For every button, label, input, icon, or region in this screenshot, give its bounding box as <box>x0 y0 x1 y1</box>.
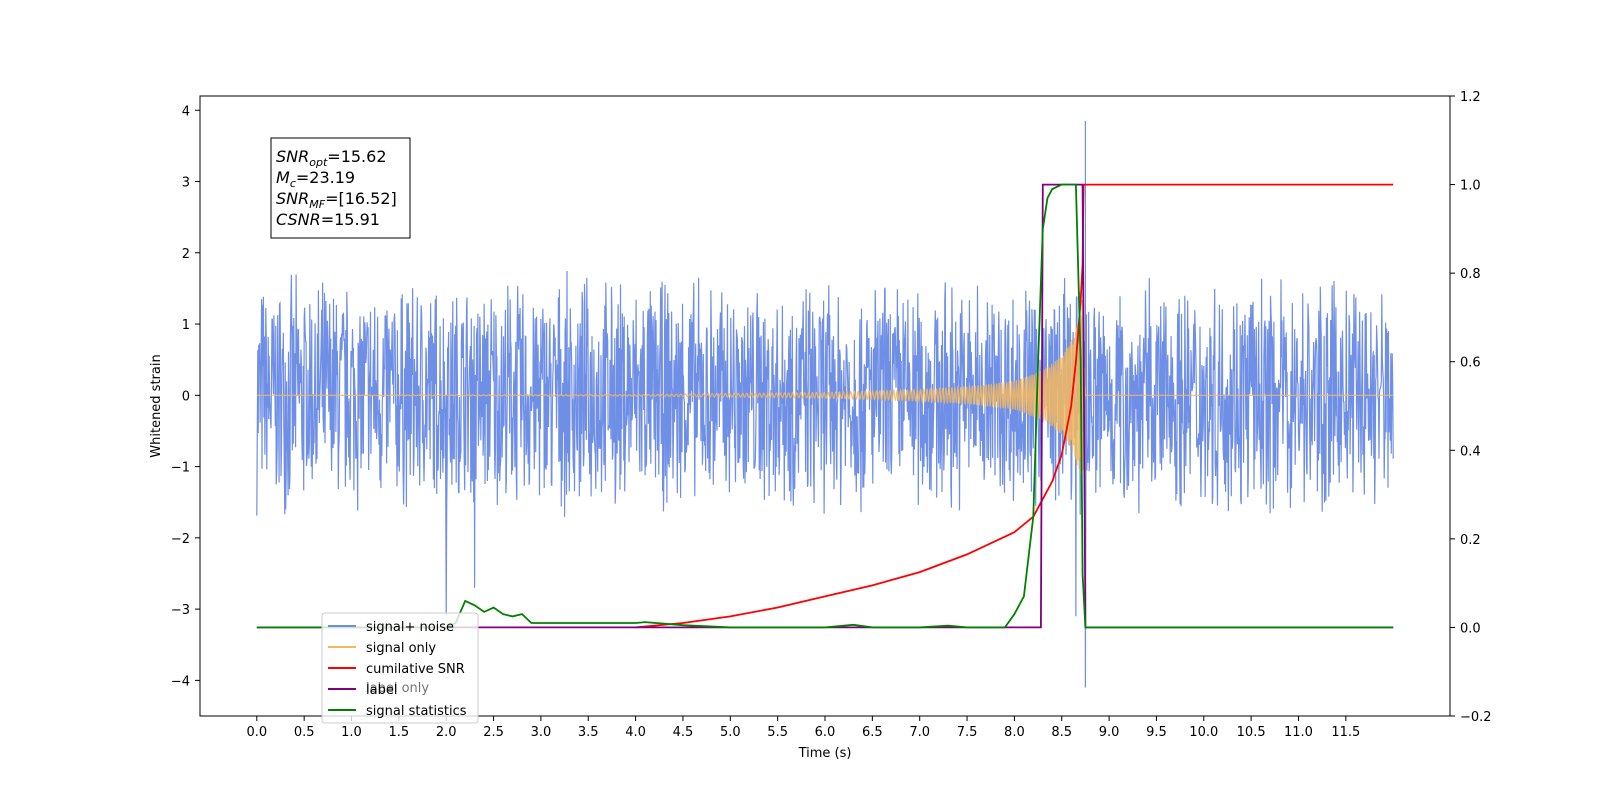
ticks-layer: 0.0 0.5 1.0 1.5 2.0 2.5 3.0 3.5 4.0 4.5 5.0 5.5 6.0 6… <box>171 90 1492 740</box>
x-tick-label: 7.5 <box>957 725 978 740</box>
x-tick-label: 6.5 <box>862 725 883 740</box>
y-right-tick-label: 1.0 <box>1460 179 1481 194</box>
x-tick-label: 2.0 <box>436 725 457 740</box>
x-tick-label: 10.5 <box>1237 725 1266 740</box>
x-tick-label: 2.5 <box>483 725 504 740</box>
annotation-frame <box>270 137 411 239</box>
x-tick-label: 9.0 <box>1099 725 1120 740</box>
legend-label: label <box>366 683 397 698</box>
x-tick-label: 3.0 <box>531 725 552 740</box>
legend-label: signal statistics <box>366 704 467 719</box>
x-tick-label: 1.5 <box>389 725 410 740</box>
x-tick-label: 11.5 <box>1331 725 1360 740</box>
x-tick-label: 4.5 <box>673 725 694 740</box>
x-tick-label: 0.5 <box>294 725 315 740</box>
y-left-tick-label: −4 <box>171 674 190 689</box>
y-axis-label: Whitened strain <box>149 354 164 457</box>
annotation-line: SNRopt=15.62 <box>276 147 387 169</box>
legend-label: cumilative SNR <box>366 662 465 677</box>
legend-ghost-label: label only <box>366 681 429 696</box>
y-left-tick-label: 3 <box>182 176 190 191</box>
x-tick-label: 4.0 <box>625 725 646 740</box>
y-left-tick-label: −2 <box>171 532 190 547</box>
legend-frame <box>321 612 479 724</box>
x-axis-label: Time (s) <box>798 746 852 761</box>
y-left-tick-label: −1 <box>171 461 190 476</box>
x-tick-label: 8.5 <box>1051 725 1072 740</box>
legend-label: signal+ noise <box>366 620 454 635</box>
x-tick-label: 7.0 <box>909 725 930 740</box>
y-left-tick-label: 0 <box>182 389 190 404</box>
annotation-line: Mc=23.19 <box>276 168 355 190</box>
y-left-tick-label: 1 <box>182 318 190 333</box>
series-line-signal-noise <box>256 120 1394 688</box>
x-tick-label: 3.5 <box>578 725 599 740</box>
x-tick-label: 11.0 <box>1284 725 1313 740</box>
y-left-tick-label: 2 <box>182 247 190 262</box>
annotation-box: SNRopt=15.62Mc=23.19SNRMF=[16.52]CSNR=15… <box>270 137 411 239</box>
x-tick-label: 5.0 <box>720 725 741 740</box>
y-right-tick-label: 0.0 <box>1460 621 1481 636</box>
x-tick-label: 0.0 <box>246 725 267 740</box>
x-tick-label: 6.0 <box>815 725 836 740</box>
annotation-line: SNRMF=[16.52] <box>276 189 397 211</box>
y-left-tick-label: 4 <box>182 104 190 119</box>
legend-label: signal only <box>366 641 436 656</box>
legend: label only signal+ noise signal only cumila… <box>321 612 479 724</box>
series-layer <box>256 120 1394 688</box>
y-left-tick-label: −3 <box>171 603 190 618</box>
x-tick-label: 9.5 <box>1146 725 1167 740</box>
y-right-tick-label: 1.2 <box>1460 90 1481 105</box>
series-line-signal-only <box>256 299 1394 476</box>
x-tick-label: 1.0 <box>341 725 362 740</box>
y-right-tick-label: −0.2 <box>1460 710 1492 725</box>
y-right-tick-label: 0.2 <box>1460 533 1481 548</box>
series-line-signal-statistics <box>256 183 1394 629</box>
y-right-tick-label: 0.4 <box>1460 444 1481 459</box>
annotation-line: CSNR=15.91 <box>276 210 380 229</box>
x-tick-label: 8.0 <box>1004 725 1025 740</box>
x-tick-label: 5.5 <box>767 725 788 740</box>
y-right-tick-label: 0.6 <box>1460 356 1481 371</box>
x-tick-label: 10.0 <box>1189 725 1218 740</box>
y-right-tick-label: 0.8 <box>1460 267 1481 282</box>
